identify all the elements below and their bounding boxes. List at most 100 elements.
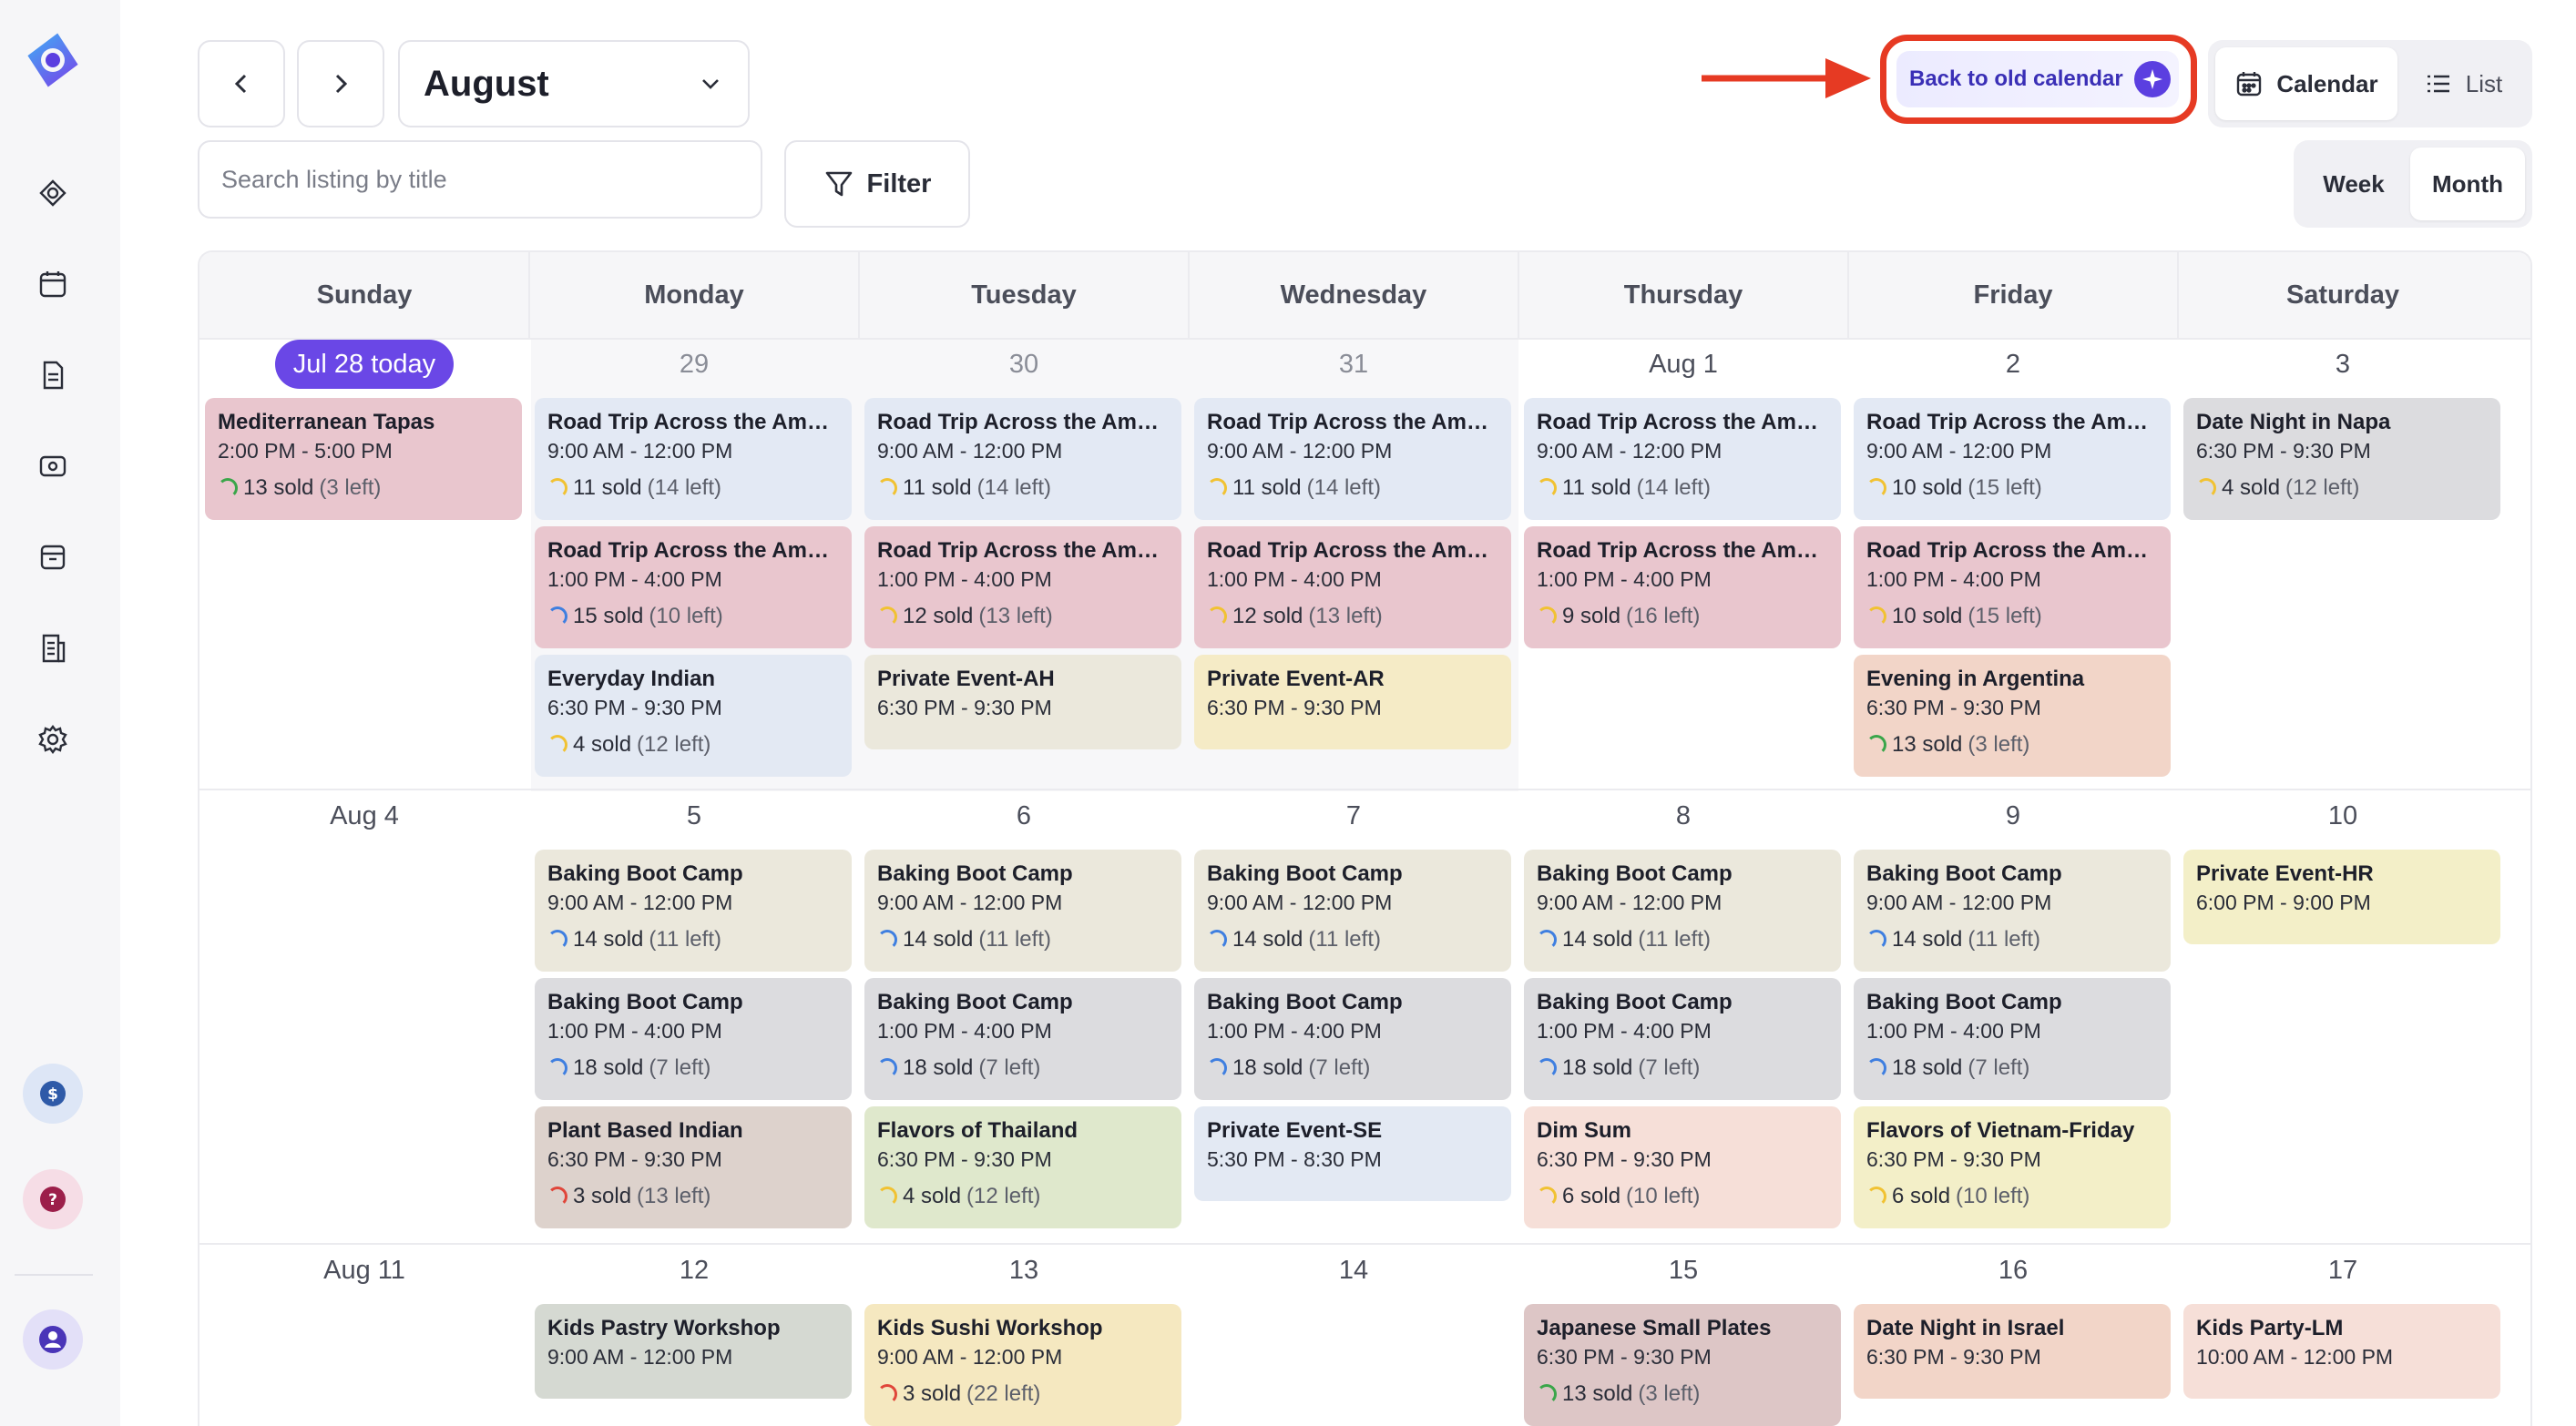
event-card[interactable]: Plant Based Indian 6:30 PM - 9:30 PM 3 sol… xyxy=(535,1106,852,1228)
day-of-week-label: Monday xyxy=(644,280,744,310)
event-card[interactable]: Baking Boot Camp 9:00 AM - 12:00 PM 14 sol… xyxy=(864,850,1181,972)
day-number[interactable]: 6 xyxy=(1016,800,1032,830)
help-icon[interactable]: ? xyxy=(23,1169,83,1229)
event-time: 9:00 AM - 12:00 PM xyxy=(547,439,733,463)
event-card[interactable]: Private Event-AH 6:30 PM - 9:30 PM xyxy=(864,655,1181,749)
event-card[interactable]: Evening in Argentina 6:30 PM - 9:30 PM 13 … xyxy=(1854,655,2171,777)
day-number[interactable]: Aug 1 xyxy=(1649,349,1718,379)
event-card[interactable]: Baking Boot Camp 1:00 PM - 4:00 PM 18 sold… xyxy=(1194,978,1511,1100)
next-month-button[interactable] xyxy=(297,40,384,127)
event-card[interactable]: Baking Boot Camp 9:00 AM - 12:00 PM 14 sol… xyxy=(535,850,852,972)
capacity-ring-icon xyxy=(547,606,567,626)
seats-left: (12 left) xyxy=(966,1184,1041,1208)
day-number[interactable]: Aug 4 xyxy=(330,800,399,830)
event-card[interactable]: Road Trip Across the Ameri... 1:00 PM - 4… xyxy=(1524,526,1841,648)
sold-count: 14 sold xyxy=(573,927,644,952)
week-range-button[interactable]: Week xyxy=(2301,148,2407,220)
month-select[interactable]: August xyxy=(398,40,750,127)
event-card[interactable]: Road Trip Across the Ameri... 9:00 AM - 1… xyxy=(864,398,1181,520)
event-card[interactable]: Baking Boot Camp 1:00 PM - 4:00 PM 18 sold… xyxy=(1524,978,1841,1100)
event-card[interactable]: Kids Sushi Workshop 9:00 AM - 12:00 PM 3 s… xyxy=(864,1304,1181,1426)
sold-count: 12 sold xyxy=(903,604,974,628)
event-capacity: 14 sold (11 left) xyxy=(1866,924,2158,955)
event-card[interactable]: Private Event-SE 5:30 PM - 8:30 PM xyxy=(1194,1106,1511,1201)
event-capacity: 14 sold (11 left) xyxy=(877,924,1169,955)
event-card[interactable]: Road Trip Across the Ameri... 1:00 PM - 4… xyxy=(1854,526,2171,648)
day-number[interactable]: 8 xyxy=(1675,800,1692,830)
event-time: 1:00 PM - 4:00 PM xyxy=(877,1019,1052,1043)
day-number[interactable]: 10 xyxy=(2327,800,2358,830)
ticket-icon[interactable] xyxy=(33,446,73,486)
day-number[interactable]: 2 xyxy=(2005,349,2021,379)
event-card[interactable]: Dim Sum 6:30 PM - 9:30 PM 6 sold (10 left) xyxy=(1524,1106,1841,1228)
event-title: Kids Pastry Workshop xyxy=(547,1316,781,1340)
event-card[interactable]: Japanese Small Plates 6:30 PM - 9:30 PM 13… xyxy=(1524,1304,1841,1426)
app-logo[interactable] xyxy=(22,29,84,91)
day-number[interactable]: Aug 11 xyxy=(323,1255,405,1285)
store-icon[interactable] xyxy=(33,537,73,577)
event-title: Road Trip Across the Ameri... xyxy=(1207,410,1498,434)
event-capacity: 4 sold (12 left) xyxy=(547,729,839,760)
month-calendar: Sunday Monday Tuesday Wednesday Thursday Frid… xyxy=(198,250,2532,1426)
billing-icon[interactable]: $ xyxy=(23,1064,83,1124)
event-card[interactable]: Baking Boot Camp 9:00 AM - 12:00 PM 14 sol… xyxy=(1524,850,1841,972)
experiences-icon[interactable] xyxy=(33,173,73,213)
month-range-button[interactable]: Month xyxy=(2410,148,2525,220)
event-card[interactable]: Mediterranean Tapas 2:00 PM - 5:00 PM 13 s… xyxy=(205,398,522,520)
event-card[interactable]: Road Trip Across the Ameri... 1:00 PM - 4… xyxy=(535,526,852,648)
calendar-view-button[interactable]: Calendar xyxy=(2215,47,2397,120)
day-number[interactable]: 7 xyxy=(1345,800,1362,830)
event-card[interactable]: Kids Party-LM 10:00 AM - 12:00 PM xyxy=(2183,1304,2500,1399)
event-card[interactable]: Everyday Indian 6:30 PM - 9:30 PM 4 sold (1… xyxy=(535,655,852,777)
event-card[interactable]: Flavors of Thailand 6:30 PM - 9:30 PM 4 so… xyxy=(864,1106,1181,1228)
report-icon[interactable] xyxy=(33,628,73,668)
search-input[interactable] xyxy=(198,140,762,219)
event-card[interactable]: Baking Boot Camp 1:00 PM - 4:00 PM 18 sold… xyxy=(864,978,1181,1100)
back-to-old-calendar-button[interactable]: Back to old calendar xyxy=(1896,51,2179,107)
settings-icon[interactable] xyxy=(33,719,73,759)
event-card[interactable]: Private Event-HR 6:00 PM - 9:00 PM xyxy=(2183,850,2500,944)
seats-left: (3 left) xyxy=(319,475,382,500)
event-time: 1:00 PM - 4:00 PM xyxy=(547,567,722,591)
filter-button[interactable]: Filter xyxy=(784,140,970,228)
event-card[interactable]: Road Trip Across the Ameri... 9:00 AM - 1… xyxy=(535,398,852,520)
day-number[interactable]: 16 xyxy=(1998,1255,2029,1285)
day-number[interactable]: 31 xyxy=(1338,349,1369,379)
list-view-button[interactable]: List xyxy=(2401,47,2525,120)
capacity-ring-icon xyxy=(1207,478,1227,498)
day-number[interactable]: 9 xyxy=(2005,800,2021,830)
event-card[interactable]: Date Night in Israel 6:30 PM - 9:30 PM xyxy=(1854,1304,2171,1399)
calendar-icon[interactable] xyxy=(33,264,73,304)
event-card[interactable]: Road Trip Across the Ameri... 9:00 AM - 1… xyxy=(1854,398,2171,520)
event-card[interactable]: Date Night in Napa 6:30 PM - 9:30 PM 4 sol… xyxy=(2183,398,2500,520)
event-card[interactable]: Baking Boot Camp 1:00 PM - 4:00 PM 18 sold… xyxy=(1854,978,2171,1100)
event-card[interactable]: Road Trip Across the Ameri... 9:00 AM - 1… xyxy=(1194,398,1511,520)
event-title: Flavors of Vietnam-Friday xyxy=(1866,1118,2135,1143)
document-icon[interactable] xyxy=(33,355,73,395)
day-number[interactable]: 17 xyxy=(2327,1255,2358,1285)
prev-month-button[interactable] xyxy=(198,40,285,127)
svg-text:?: ? xyxy=(48,1191,57,1209)
event-card[interactable]: Kids Pastry Workshop 9:00 AM - 12:00 PM xyxy=(535,1304,852,1399)
account-icon[interactable] xyxy=(23,1309,83,1370)
day-number[interactable]: 29 xyxy=(679,349,710,379)
day-number[interactable]: 13 xyxy=(1008,1255,1039,1285)
event-capacity: 12 sold (13 left) xyxy=(877,601,1169,632)
event-card[interactable]: Private Event-AR 6:30 PM - 9:30 PM xyxy=(1194,655,1511,749)
event-title: Road Trip Across the Ameri... xyxy=(1866,538,2158,563)
event-card[interactable]: Road Trip Across the Ameri... 1:00 PM - 4… xyxy=(1194,526,1511,648)
day-number[interactable]: 12 xyxy=(679,1255,710,1285)
day-number[interactable]: 3 xyxy=(2335,349,2351,379)
event-card[interactable]: Baking Boot Camp 1:00 PM - 4:00 PM 18 sold… xyxy=(535,978,852,1100)
event-card[interactable]: Road Trip Across the Ameri... 9:00 AM - 1… xyxy=(1524,398,1841,520)
event-card[interactable]: Baking Boot Camp 9:00 AM - 12:00 PM 14 sol… xyxy=(1854,850,2171,972)
event-card[interactable]: Flavors of Vietnam-Friday 6:30 PM - 9:30 … xyxy=(1854,1106,2171,1228)
event-card[interactable]: Road Trip Across the Ameri... 1:00 PM - 4… xyxy=(864,526,1181,648)
event-card[interactable]: Baking Boot Camp 9:00 AM - 12:00 PM 14 sol… xyxy=(1194,850,1511,972)
day-number[interactable]: 14 xyxy=(1338,1255,1369,1285)
day-number[interactable]: 5 xyxy=(686,800,702,830)
day-number[interactable]: 30 xyxy=(1008,349,1039,379)
event-title: Baking Boot Camp xyxy=(1537,990,1733,1014)
day-number[interactable]: 15 xyxy=(1668,1255,1699,1285)
today-date-badge[interactable]: Jul 28 today xyxy=(275,340,454,389)
